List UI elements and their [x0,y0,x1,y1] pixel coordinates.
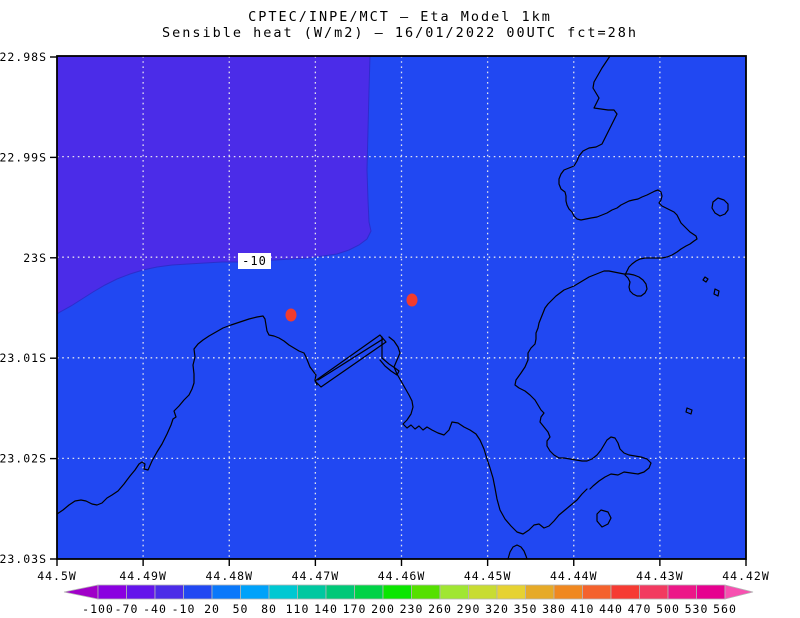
colorbar-segment [240,584,270,600]
colorbar-segment [553,584,583,600]
colorbar-tick-label: 200 [371,602,395,616]
colorbar-segment [211,584,241,600]
figure-title-line1: CPTEC/INPE/MCT — Eta Model 1km [248,9,552,25]
colorbar-tick-label: 170 [343,602,367,616]
colorbar-tick-label: -100 [82,602,114,616]
colorbar-tick-label: 110 [286,602,310,616]
colorbar-segment [297,584,327,600]
x-tick-label: 44.48W [205,569,253,583]
axis-layer: 44.5W 44.49W 44.48W 44.47W 44.46W 44.45W 44.44… [0,50,770,583]
figure-title-line2: Sensible heat (W/m2) — 16/01/2022 00UTC … [162,25,638,41]
colorbar-segment [639,584,669,600]
coastline-channel-inner-line [317,338,384,381]
colorbar-tick-label: 50 [233,602,249,616]
colorbar-legend: -100 -70 -40 -10 20 50 80 110 140 170 200 230 260 290… [63,584,754,616]
coastline-channel-strip [314,334,387,388]
colorbar-tick-label: 470 [628,602,652,616]
colorbar-segment [610,584,640,600]
colorbar-arrow-left [63,584,99,600]
colorbar-segment [154,584,184,600]
colorbar-segment [183,584,213,600]
contour-label: -10 [238,253,271,269]
coastline-islet-small-2 [713,288,720,297]
colorbar-tick-label: 140 [314,602,338,616]
colorbar-segment [325,584,355,600]
colorbar-tick-label: 80 [261,602,277,616]
coastline-islet-oval [711,197,729,217]
coastline-islet-small-1 [685,407,693,415]
y-tick-label: 23S [23,251,47,265]
colorbar-segment [382,584,412,600]
colorbar-arrow-right [724,584,754,600]
colorbar-tick-label: 230 [400,602,424,616]
colorbar-segment [525,584,555,600]
x-tick-label: 44.42W [722,569,770,583]
coastline-island-coast [514,55,698,490]
y-tick-label: 23.01S [0,351,47,365]
colorbar-tick-label: 530 [685,602,709,616]
colorbar-tick-label: 410 [571,602,595,616]
station-marker [285,308,297,322]
colorbar-tick-label: 380 [542,602,566,616]
colorbar-tick-label: -70 [115,602,139,616]
colorbar-segment [582,584,612,600]
colorbar-tick-label: 290 [457,602,481,616]
coastline-islet-pentagon [596,509,612,528]
colorbar-segment [667,584,697,600]
colorbar-segment [439,584,469,600]
x-tick-label: 44.46W [378,569,426,583]
x-tick-label: 44.43W [636,569,684,583]
colorbar-tick-label: -10 [172,602,196,616]
colorbar-segment [126,584,156,600]
colorbar-segment [354,584,384,600]
y-tick-label: 22.98S [0,50,47,64]
colorbar-segment [468,584,498,600]
colorbar-segment [411,584,441,600]
coastline-mainland-east-coast [388,336,588,535]
x-tick-label: 44.47W [292,569,340,583]
colorbar-tick-label: 320 [485,602,509,616]
station-marker [406,293,418,307]
coastline-mainland-west-coast [56,315,318,515]
x-tick-label: 44.5W [37,569,77,583]
colorbar-tick-label: 440 [599,602,623,616]
colorbar-tick-label: 350 [514,602,538,616]
colorbar-tick-label: -40 [143,602,167,616]
x-tick-label: 44.49W [119,569,167,583]
x-tick-label: 44.44W [550,569,598,583]
colorbar-tick-label: 500 [656,602,680,616]
coastline-islet-small-3 [702,276,709,283]
colorbar-tick-label: 20 [204,602,220,616]
y-tick-label: 22.99S [0,150,47,164]
coastline-channel-hook [379,357,400,376]
colorbar-segment [496,584,526,600]
map-layer [56,55,747,560]
contour-label-text: -10 [242,254,267,268]
colorbar-segment [268,584,298,600]
colorbar-tick-label: 260 [428,602,452,616]
colorbar-segment [97,584,127,600]
x-tick-label: 44.45W [464,569,512,583]
contour-label-box [238,253,271,269]
y-tick-label: 23.02S [0,452,47,466]
colorbar-segment [696,584,726,600]
coastline-south-shore-bump [507,544,528,560]
field-negative-fill [57,56,371,314]
colorbar-tick-label: 560 [713,602,737,616]
y-tick-label: 23.03S [0,552,47,566]
